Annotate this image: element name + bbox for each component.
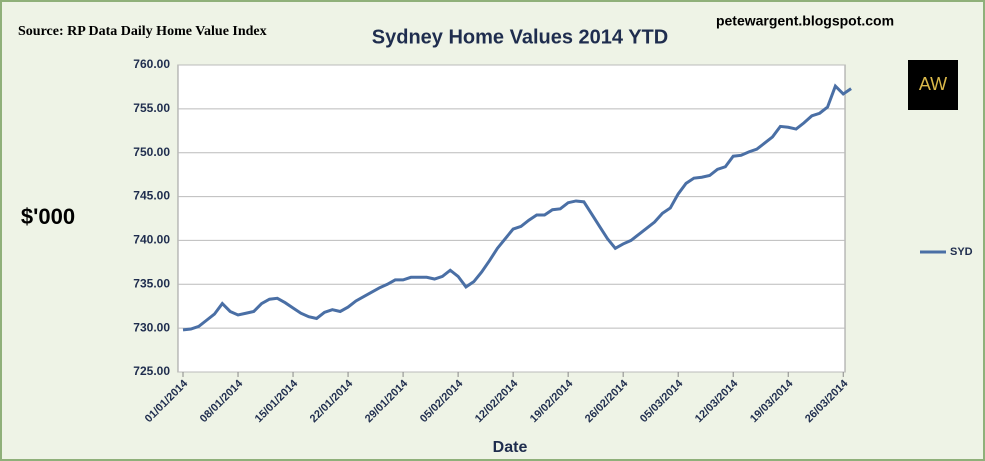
y-tick-label: 730.00 [133, 320, 170, 334]
y-axis-label: $'000 [21, 204, 75, 229]
y-tick-label: 740.00 [133, 233, 170, 247]
logo-box [908, 60, 958, 110]
y-tick-label: 745.00 [133, 189, 170, 203]
x-axis-label: Date [493, 439, 528, 456]
chart-title: Sydney Home Values 2014 YTD [372, 26, 668, 48]
plot-area [177, 64, 846, 373]
line [182, 83, 852, 332]
y-tick-label: 725.00 [133, 364, 170, 378]
source: Source: RP Data Daily Home Value Index [18, 24, 267, 39]
credit: petewargent.blogspot.com [716, 13, 894, 29]
y-tick-label: 750.00 [133, 145, 170, 159]
y-tick-label: 735.00 [133, 276, 170, 290]
logo: AW [919, 74, 947, 94]
y-tick-label: 755.00 [133, 101, 170, 115]
legend-label: SYD [950, 246, 973, 258]
y-tick-label: 760.00 [133, 57, 170, 71]
